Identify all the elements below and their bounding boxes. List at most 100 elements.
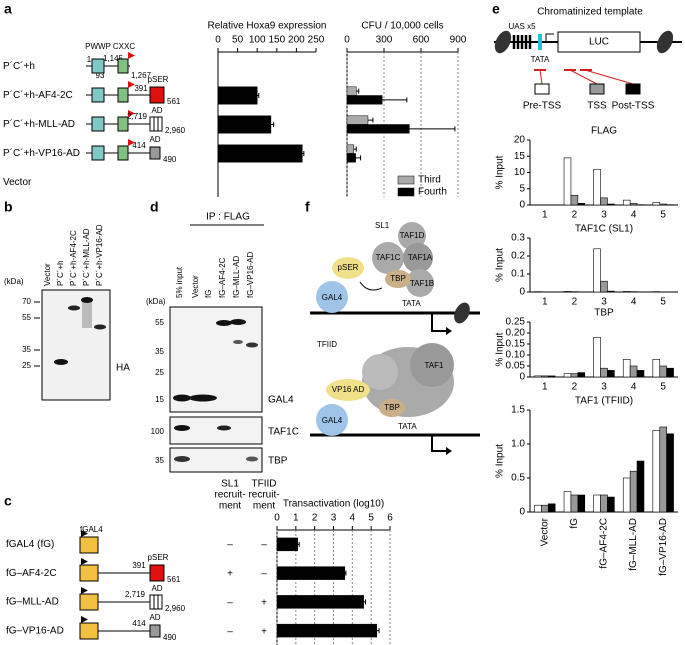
- construct-label: fGAL4: [80, 525, 103, 534]
- sign: –: [261, 569, 267, 580]
- bar: [622, 359, 631, 378]
- marker-label: 35: [22, 345, 31, 354]
- y-tick-label: 20: [514, 135, 526, 146]
- bar: [622, 291, 631, 293]
- panel-label: d: [150, 199, 159, 215]
- y-tick-label: 5: [519, 183, 525, 194]
- x-tick-label: 3: [601, 297, 607, 308]
- sign: –: [227, 598, 233, 609]
- x-tick-label: 3: [601, 382, 607, 393]
- constructs-c: fGAL4 391 pSER 561 2,719 AD 2,960 414 AD…: [79, 479, 280, 642]
- lane-label: fG–AF4-2C: [218, 257, 227, 298]
- y-axis-label: % Input: [495, 444, 506, 478]
- x-tick-label: 300: [376, 35, 393, 46]
- y-tick-label: 0.3: [511, 233, 525, 244]
- position-label: 414: [132, 619, 146, 628]
- y-tick-label: 15: [514, 151, 526, 162]
- antibody-label: TBP: [268, 456, 288, 467]
- x-tick-label: 5: [660, 382, 666, 393]
- error-bar: [363, 599, 367, 605]
- subunit-label: TAF1: [425, 361, 445, 370]
- error-bar: [382, 97, 408, 103]
- lane-label: fG–MLL-AD: [232, 256, 241, 298]
- column-header: ment: [219, 501, 241, 512]
- bar: [600, 367, 608, 378]
- bar: [659, 426, 667, 513]
- legend-label: TSS: [587, 101, 607, 112]
- error-bar: [297, 541, 300, 547]
- lane-label: Vector: [191, 275, 200, 298]
- element-label: TATA: [531, 55, 550, 64]
- error-bar: [376, 628, 380, 634]
- domain-label: CXXC: [113, 42, 135, 51]
- bar: [541, 375, 549, 378]
- blot-b: Vector P´C´+h P´C´+h-AF4-2C P´C´+h-MLL-A…: [4, 224, 130, 401]
- bar: [593, 494, 601, 513]
- lane-label: P´C´+h-MLL-AD: [82, 228, 91, 286]
- activator-label: VP16 AD: [332, 385, 365, 394]
- position-label: 2,960: [165, 126, 186, 135]
- position-label: 391: [134, 84, 148, 93]
- element-label: TATA: [402, 299, 421, 308]
- chart-title: Relative Hoxa9 expression: [208, 21, 327, 32]
- complex-label: SL1: [375, 221, 390, 230]
- legend-label: Fourth: [418, 187, 447, 198]
- x-tick-label: 1: [542, 382, 548, 393]
- lane-label: fG: [204, 290, 213, 298]
- bar: [607, 290, 615, 293]
- x-tick-label: Vector: [539, 517, 550, 546]
- y-tick-label: 0.2: [511, 251, 525, 262]
- y-tick-label: 1.5: [511, 405, 525, 416]
- bar: [622, 199, 631, 206]
- bar: [636, 460, 645, 513]
- error-bar: [257, 93, 260, 98]
- x-tick-label: 0: [344, 35, 350, 46]
- sign: +: [261, 598, 267, 609]
- bar: [607, 496, 615, 513]
- sign: +: [261, 627, 267, 638]
- bar: [629, 365, 638, 378]
- y-tick-label: 0.1: [511, 269, 525, 280]
- activator-label: pSER: [338, 263, 359, 272]
- antibody-label: GAL4: [268, 395, 294, 406]
- diagram-title: Chromatinized template: [537, 7, 643, 18]
- bar: [600, 494, 608, 513]
- x-tick-label: 6: [387, 513, 393, 524]
- category-label: P´C´+h-AF4-2C: [3, 89, 73, 101]
- lane-label: P´C´+h-AF4-2C: [69, 230, 78, 286]
- position-label: 1,145: [103, 54, 124, 63]
- marker-label: 25: [22, 361, 31, 370]
- category-label: fG–VP16-AD: [6, 625, 64, 636]
- legend-label: Post-TSS: [612, 101, 655, 112]
- y-tick-label: 0: [519, 287, 525, 298]
- construct: [86, 110, 163, 132]
- chart-title: Transactivation (log10): [283, 499, 384, 510]
- chart-title: TBP: [594, 308, 614, 319]
- error-bar: [353, 146, 357, 152]
- chart-title: TAF1 (TFIID): [575, 396, 633, 407]
- position-label: 93: [96, 71, 105, 80]
- error-bar: [270, 122, 275, 127]
- legend-label: Pre-TSS: [523, 101, 562, 112]
- bar: [217, 144, 303, 163]
- bar: [659, 365, 667, 378]
- subunit-label: TAF1A: [408, 253, 433, 262]
- column-header: recruit-: [214, 490, 245, 501]
- unit-label: (kDa): [4, 277, 24, 286]
- chart-title: CFU / 10,000 cells: [361, 21, 443, 32]
- sign: –: [261, 540, 267, 551]
- bar: [346, 95, 383, 105]
- x-tick-label: 1: [542, 297, 548, 308]
- template-e: Chromatinized template UAS x5 TATA LUC: [494, 7, 682, 85]
- lane-label: Vector: [43, 263, 52, 286]
- constructs-a: PWWP CXXC 1 1,145 93 1,267 391 pSER 561 …: [85, 42, 185, 164]
- model-sl1: SL1 TAF1D TAF1C TAF1A TAF1B TBP pSER GAL…: [310, 221, 480, 335]
- y-axis-label: % Input: [495, 248, 506, 282]
- error-bar: [367, 117, 374, 123]
- marker-label: 35: [155, 456, 164, 465]
- bar: [563, 291, 572, 293]
- bar: [577, 203, 586, 206]
- legend-swatch: [625, 83, 641, 95]
- subunit-label: TAF1B: [410, 279, 434, 288]
- construct: [86, 139, 161, 161]
